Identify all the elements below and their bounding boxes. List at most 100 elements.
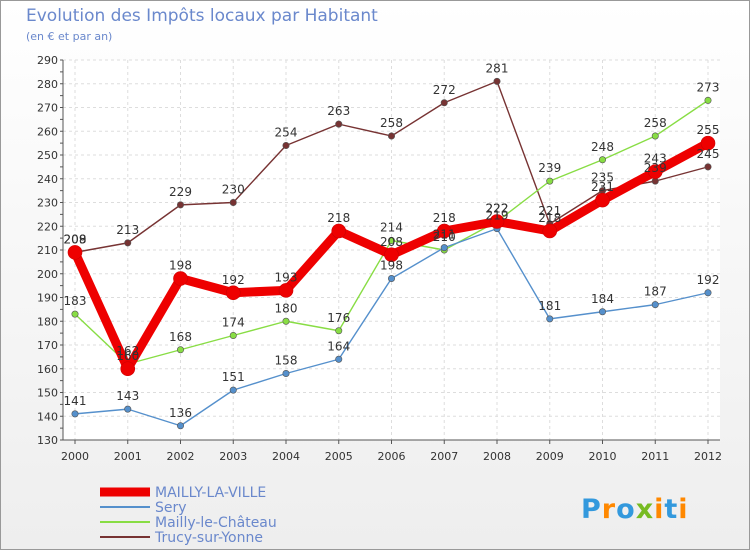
data-label: 218	[538, 211, 561, 225]
y-tick-label: 230	[37, 197, 58, 210]
data-label: 136	[169, 406, 192, 420]
series-1-point	[335, 355, 343, 363]
data-label: 180	[275, 301, 298, 315]
series-3-point	[493, 77, 501, 85]
x-tick-label: 2000	[61, 450, 89, 463]
series-1-point	[440, 244, 448, 252]
series-0-point	[67, 245, 83, 260]
y-tick-label: 290	[37, 54, 58, 67]
data-label: 208	[64, 232, 87, 246]
series-1-point	[598, 308, 606, 316]
data-label: 229	[169, 185, 192, 199]
data-label: 211	[433, 228, 456, 242]
series-2-point	[229, 331, 237, 339]
series-1-point	[546, 315, 554, 323]
series-0-point	[120, 361, 136, 377]
series-3-point	[177, 201, 185, 209]
series-3-point	[124, 239, 132, 247]
series-0-point	[542, 223, 558, 239]
data-label: 192	[697, 273, 720, 287]
series-1-point	[71, 410, 79, 418]
series-1-point	[229, 386, 237, 394]
series-2-point	[177, 346, 185, 354]
data-label: 221	[538, 204, 561, 218]
y-tick-label: 130	[37, 434, 58, 447]
data-label: 245	[697, 147, 720, 161]
x-tick-label: 2008	[483, 450, 511, 463]
series-1-point	[651, 301, 659, 309]
series-1-point	[124, 405, 132, 413]
series-3-point	[229, 199, 237, 207]
y-tick-label: 260	[37, 125, 58, 138]
series-3-point	[282, 142, 290, 150]
y-tick-label: 140	[37, 410, 58, 423]
series-0-point	[700, 135, 716, 151]
legend-label: Trucy-sur-Yonne	[154, 530, 263, 546]
data-label: 235	[591, 171, 614, 185]
series-layer	[67, 77, 716, 430]
data-label: 176	[327, 311, 350, 325]
series-2-point	[651, 132, 659, 140]
data-label: 243	[644, 152, 667, 166]
data-label: 272	[433, 83, 456, 97]
series-0-point	[331, 223, 347, 239]
proxiti-logo: Proxiti	[581, 494, 689, 525]
data-label: 162	[116, 344, 139, 358]
data-label: 222	[486, 202, 509, 216]
data-label: 198	[169, 259, 192, 273]
data-label: 213	[116, 223, 139, 237]
y-tick-label: 240	[37, 173, 58, 186]
x-tick-label: 2006	[378, 450, 406, 463]
series-3-point	[704, 163, 712, 171]
data-label: 151	[222, 370, 245, 384]
legend-label: Mailly-le-Château	[155, 515, 277, 531]
y-tick-label: 220	[37, 220, 58, 233]
data-label: 258	[380, 116, 403, 130]
data-label: 158	[275, 354, 298, 368]
series-3-point	[440, 99, 448, 107]
data-label: 141	[64, 394, 87, 408]
data-label: 209	[64, 232, 87, 246]
legend: MAILLY-LA-VILLESeryMailly-le-ChâteauTruc…	[100, 485, 277, 546]
series-0-point	[384, 247, 399, 263]
label-layer: 209 213 229 230 254 263 258 272 281 221 235 239 245 1…	[64, 61, 720, 419]
data-label: 192	[222, 273, 245, 287]
data-label: 160	[116, 349, 139, 363]
x-tick-label: 2001	[114, 450, 142, 463]
series-0-point	[647, 164, 663, 179]
y-tick-label: 160	[37, 363, 58, 376]
x-tick-label: 2011	[641, 450, 669, 463]
legend-label: MAILLY-LA-VILLE	[155, 485, 266, 501]
y-tick-label: 270	[37, 102, 58, 115]
data-label: 183	[64, 294, 87, 308]
y-tick-label: 150	[37, 387, 58, 400]
data-label: 231	[591, 180, 614, 194]
series-1-point	[177, 422, 185, 430]
series-0-point	[489, 214, 505, 229]
series-0-point	[173, 271, 188, 286]
data-label: 258	[644, 116, 667, 130]
data-label: 218	[433, 211, 456, 225]
series-2-point	[335, 327, 343, 335]
legend-label: Sery	[155, 500, 187, 516]
series-2-point	[282, 317, 290, 325]
data-label: 239	[538, 161, 561, 175]
series-0-point	[225, 285, 241, 301]
series-0-point	[436, 223, 452, 239]
y-tick-label: 250	[37, 149, 58, 162]
y-tick-label: 210	[37, 244, 58, 257]
x-tick-label: 2004	[272, 450, 300, 463]
data-label: 184	[591, 292, 614, 306]
data-label: 198	[380, 259, 403, 273]
data-label: 281	[486, 61, 509, 75]
data-label: 143	[116, 389, 139, 403]
x-tick-label: 2010	[589, 450, 617, 463]
svg-text:Proxiti: Proxiti	[581, 494, 689, 525]
data-label: 239	[644, 161, 667, 175]
series-1-point	[282, 369, 290, 377]
series-3-point	[387, 132, 395, 140]
x-tick-label: 2003	[219, 450, 247, 463]
series-2-point	[704, 96, 712, 104]
chart-subtitle: (en € et par an)	[26, 30, 112, 43]
